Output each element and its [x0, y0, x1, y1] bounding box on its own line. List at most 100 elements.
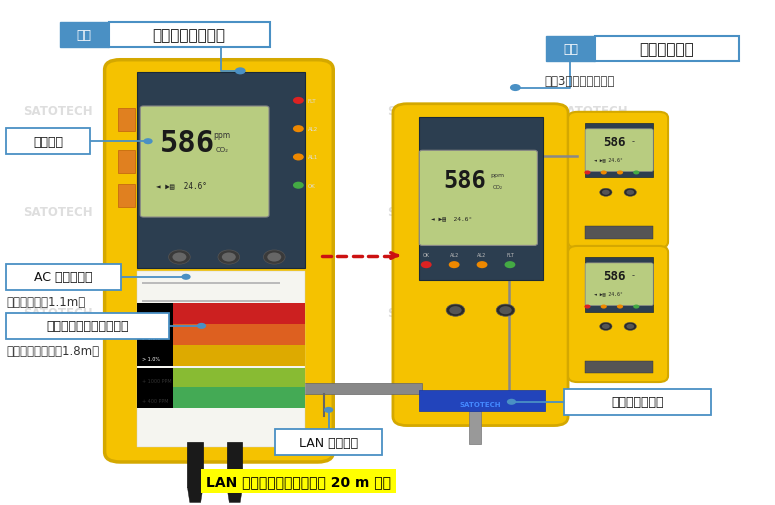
Bar	[595, 37, 739, 62]
Bar	[137, 387, 173, 408]
Circle shape	[602, 324, 610, 329]
FancyBboxPatch shape	[105, 61, 333, 462]
Text: OK: OK	[308, 183, 315, 188]
Text: CO₂: CO₂	[492, 185, 502, 190]
FancyBboxPatch shape	[568, 246, 668, 382]
Bar	[6, 129, 90, 155]
Text: ◄ ▶▤ 24.6°: ◄ ▶▤ 24.6°	[594, 291, 622, 296]
Text: 最大3台まで増設可能: 最大3台まで増設可能	[545, 75, 615, 88]
Bar	[137, 387, 305, 408]
Text: 586: 586	[160, 128, 215, 158]
Text: SATOTECH: SATOTECH	[23, 206, 93, 219]
Text: SATOTECH: SATOTECH	[558, 105, 628, 118]
Circle shape	[507, 399, 516, 405]
Circle shape	[477, 262, 487, 269]
FancyBboxPatch shape	[585, 129, 653, 172]
Circle shape	[421, 262, 432, 269]
Circle shape	[584, 171, 591, 175]
Bar	[585, 227, 653, 239]
Bar	[585, 124, 653, 178]
Bar	[546, 37, 595, 62]
Circle shape	[267, 253, 281, 262]
Text: AL2: AL2	[477, 252, 487, 257]
Text: SATOTECH: SATOTECH	[558, 206, 628, 219]
Bar	[118, 109, 135, 132]
Circle shape	[505, 262, 515, 269]
Bar	[275, 429, 382, 456]
Text: + 1000 PPM: + 1000 PPM	[142, 378, 171, 383]
Circle shape	[293, 182, 304, 189]
Circle shape	[617, 305, 623, 309]
Circle shape	[169, 250, 191, 265]
Circle shape	[293, 154, 304, 161]
Text: -: -	[632, 136, 635, 145]
Circle shape	[293, 97, 304, 105]
Bar	[419, 390, 545, 412]
Bar	[142, 337, 281, 339]
Text: ◄ ▶▤ 24.6°: ◄ ▶▤ 24.6°	[594, 157, 622, 162]
Circle shape	[633, 171, 639, 175]
Text: CO₂: CO₂	[215, 146, 229, 153]
Bar	[60, 23, 108, 47]
Bar	[585, 361, 653, 373]
Text: SATOTECH: SATOTECH	[388, 206, 457, 219]
Text: > 1.0%: > 1.0%	[142, 356, 160, 361]
Text: ◄ ▶▤  24.6°: ◄ ▶▤ 24.6°	[432, 216, 473, 221]
Text: LAN ケーブル: LAN ケーブル	[299, 436, 358, 449]
Circle shape	[633, 305, 639, 309]
Text: FLT: FLT	[506, 252, 514, 257]
Text: リレーケーブル（1.8m）: リレーケーブル（1.8m）	[6, 344, 99, 358]
Bar	[137, 345, 173, 366]
Circle shape	[601, 305, 607, 309]
Bar	[137, 368, 305, 389]
Circle shape	[235, 68, 246, 75]
Circle shape	[626, 190, 634, 195]
Text: 586: 586	[603, 136, 625, 148]
Bar	[225, 383, 422, 394]
Text: ◄ ▶▤  24.6°: ◄ ▶▤ 24.6°	[156, 181, 206, 190]
Text: 586: 586	[603, 270, 625, 282]
Circle shape	[617, 171, 623, 175]
Bar	[137, 324, 173, 345]
Text: SATOTECH: SATOTECH	[388, 105, 457, 118]
Text: SATOTECH: SATOTECH	[460, 401, 501, 408]
Text: SATOTECH: SATOTECH	[23, 307, 93, 320]
Circle shape	[218, 250, 239, 265]
Bar	[137, 368, 173, 389]
FancyBboxPatch shape	[393, 105, 568, 426]
Circle shape	[293, 126, 304, 133]
FancyBboxPatch shape	[568, 113, 668, 248]
Circle shape	[624, 323, 636, 331]
Circle shape	[222, 253, 236, 262]
Circle shape	[324, 407, 333, 413]
Circle shape	[624, 189, 636, 197]
Text: AL2: AL2	[308, 127, 318, 132]
Bar	[137, 304, 173, 324]
Text: > 1.5%: > 1.5%	[142, 314, 160, 319]
Text: 外部接点（リレー出力）: 外部接点（リレー出力）	[46, 320, 129, 333]
Bar	[227, 442, 243, 487]
Circle shape	[499, 307, 512, 315]
Text: 別の子機へ接続: 別の子機へ接続	[611, 395, 664, 409]
Circle shape	[143, 139, 153, 145]
Bar	[6, 264, 121, 290]
Text: SATOTECH: SATOTECH	[178, 206, 248, 219]
Text: > 1.0%: > 1.0%	[142, 335, 160, 340]
Text: ppm: ppm	[491, 172, 505, 177]
Text: AC アダプター: AC アダプター	[34, 271, 93, 284]
Text: センサー: センサー	[33, 135, 63, 148]
Bar	[142, 282, 281, 284]
Bar	[469, 412, 481, 444]
Bar	[118, 185, 135, 208]
Circle shape	[600, 323, 612, 331]
Bar	[564, 389, 711, 415]
Bar	[142, 374, 281, 376]
Bar	[419, 118, 543, 280]
Circle shape	[584, 305, 591, 309]
Text: SATOTECH: SATOTECH	[558, 307, 628, 320]
Text: SATOTECH: SATOTECH	[23, 105, 93, 118]
Text: -: -	[632, 270, 635, 279]
Bar	[585, 258, 653, 312]
Polygon shape	[227, 487, 243, 502]
Circle shape	[601, 171, 607, 175]
